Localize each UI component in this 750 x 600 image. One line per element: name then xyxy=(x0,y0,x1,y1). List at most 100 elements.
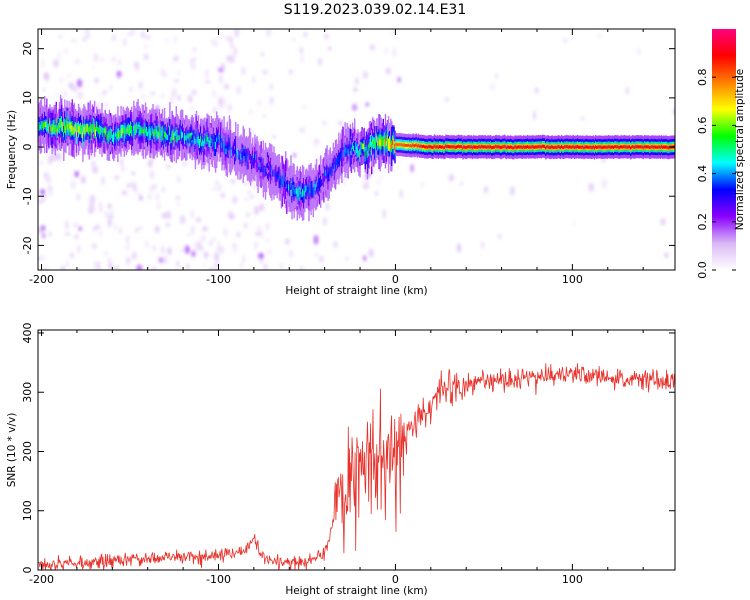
spectrogram-ridge-cell xyxy=(557,145,560,149)
spectrogram-ridge-cell xyxy=(603,145,605,149)
spectrogram-ridge-cell xyxy=(291,189,293,197)
spectrogram-ridge-cell xyxy=(563,146,565,150)
spectrogram-ridge-cell xyxy=(116,133,118,139)
spectrogram-noise-blob xyxy=(333,240,338,248)
spectrogram-ridge-cell xyxy=(58,123,61,129)
spectrogram-ridge-cell xyxy=(150,130,152,138)
spectrogram-ridge-cell xyxy=(575,145,578,149)
spectrogram-noise-blob xyxy=(107,215,114,219)
spectrogram-ridge-cell xyxy=(254,154,256,161)
spectrogram-ridge-cell xyxy=(209,138,211,145)
spectrogram-ridge-cell xyxy=(461,145,463,149)
spectrogram-ridge-cell xyxy=(279,178,282,185)
spectrogram-noise-blob xyxy=(247,191,252,195)
spectrogram-noise-blob xyxy=(48,154,53,165)
spectrogram-ridge-cell xyxy=(256,157,258,165)
spectrogram-ridge-cell xyxy=(476,145,478,149)
spectrogram-noise-blob xyxy=(74,170,79,178)
spectrogram-ridge-cell xyxy=(654,145,656,149)
spectrogram-ridge-cell xyxy=(161,130,164,136)
spectrogram-ridge-cell xyxy=(298,189,301,198)
spectrogram-ridge-cell xyxy=(578,145,580,149)
spectrogram-ridge-cell xyxy=(110,130,113,137)
spectrogram-ridge-cell xyxy=(96,122,98,131)
y-tick-label: 20 xyxy=(21,42,34,56)
spectrogram-noise-blob xyxy=(99,229,103,238)
spectrogram-ridge-cell xyxy=(550,145,552,149)
spectrogram-ridge-cell xyxy=(609,145,612,149)
spectrogram-ridge-cell xyxy=(541,144,544,148)
spectrogram-ridge-cell xyxy=(475,145,477,149)
spectrogram-noise-blob xyxy=(114,265,119,270)
y-tick-label: 10 xyxy=(21,91,34,105)
spectrogram-ridge-cell xyxy=(424,145,426,149)
spectrogram-noise-blob xyxy=(109,210,114,214)
spectrogram-noise-blob xyxy=(245,212,252,218)
spectrogram-noise-blob xyxy=(57,52,62,61)
spectrogram-ridge-cell xyxy=(423,144,425,148)
spectrogram-ridge-cell xyxy=(358,150,360,158)
spectrogram-noise-blob xyxy=(317,57,323,66)
spectrogram-ridge-cell xyxy=(453,145,456,149)
spectrogram-noise-blob xyxy=(192,47,198,52)
spectrogram-ridge-cell xyxy=(67,124,69,130)
spectrogram-ridge-cell xyxy=(371,145,373,152)
y-tick-label: -10 xyxy=(21,187,34,205)
spectrogram-noise-blob xyxy=(103,251,108,257)
spectrogram-noise-blob xyxy=(234,244,238,248)
spectrogram-ridge-cell xyxy=(532,145,534,149)
spectrogram-noise-blob xyxy=(588,182,594,192)
spectrogram-ridge-cell xyxy=(137,124,139,130)
spectrogram-noise-blob xyxy=(456,243,462,253)
spectrogram-noise-blob xyxy=(42,233,46,239)
spectrogram-ridge-cell xyxy=(375,141,377,149)
spectrogram-ridge-cell xyxy=(163,131,166,138)
spectrogram-ridge-cell xyxy=(437,145,440,149)
spectrogram-ridge-cell xyxy=(597,145,599,149)
spectrogram-noise-blob xyxy=(484,186,488,194)
spectrogram-ridge-cell xyxy=(80,125,82,132)
x-tick-label: -100 xyxy=(206,273,231,286)
spectrogram-ridge-cell xyxy=(178,135,181,140)
spectrogram-noise-blob xyxy=(130,181,137,188)
spectrogram-ridge-cell xyxy=(103,132,105,138)
spectrogram-ridge-cell xyxy=(39,124,42,130)
spectrogram-noise-blob xyxy=(325,202,329,212)
spectrogram-ridge-cell xyxy=(308,189,310,197)
spectrogram-ridge-cell xyxy=(444,145,446,149)
spectrogram-ridge-cell xyxy=(573,145,576,149)
spectrogram-ridge-cell xyxy=(512,146,514,150)
spectrogram-noise-blob xyxy=(371,166,375,175)
spectrogram-noise-blob xyxy=(397,76,401,83)
spectrogram-noise-blob xyxy=(165,222,170,227)
spectrogram-ridge-cell xyxy=(519,145,521,149)
spectrogram-noise-blob xyxy=(121,190,128,195)
spectrogram-ridge-cell xyxy=(390,141,392,149)
spectrogram-noise-blob xyxy=(323,216,327,224)
spectrogram-ridge-cell xyxy=(572,144,575,148)
spectrogram-noise-blob xyxy=(209,266,213,270)
spectrogram-noise-blob xyxy=(171,87,177,98)
spectrogram-ridge-cell xyxy=(620,145,622,149)
spectrogram-ridge-cell xyxy=(224,146,226,152)
spectrogram-noise-blob xyxy=(70,39,77,43)
spectrogram-ridge-cell xyxy=(522,145,525,149)
spectrogram-ridge-cell xyxy=(574,145,577,149)
spectrogram-noise-blob xyxy=(363,71,368,79)
spectrogram-ridge-cell xyxy=(401,143,404,147)
spectrogram-ridge-cell xyxy=(465,146,467,150)
spectrogram-ridge-cell xyxy=(341,153,343,159)
spectrogram-ridge-cell xyxy=(588,145,590,149)
spectrogram-ridge-cell xyxy=(502,145,504,149)
spectrogram-ridge-cell xyxy=(307,187,309,193)
spectrogram-ridge-cell xyxy=(64,122,66,129)
spectrogram-ridge-cell xyxy=(504,145,507,149)
y-tick-label: -20 xyxy=(21,236,34,254)
spectrogram-ridge-cell xyxy=(348,144,351,152)
spectrogram-ridge-cell xyxy=(344,147,346,153)
spectrogram-noise-blob xyxy=(229,54,235,64)
spectrogram-noise-blob xyxy=(47,192,53,196)
spectrogram-ridge-cell xyxy=(397,143,399,147)
spectrogram-ridge-cell xyxy=(644,145,647,149)
spectrogram-ridge-cell xyxy=(495,144,497,148)
